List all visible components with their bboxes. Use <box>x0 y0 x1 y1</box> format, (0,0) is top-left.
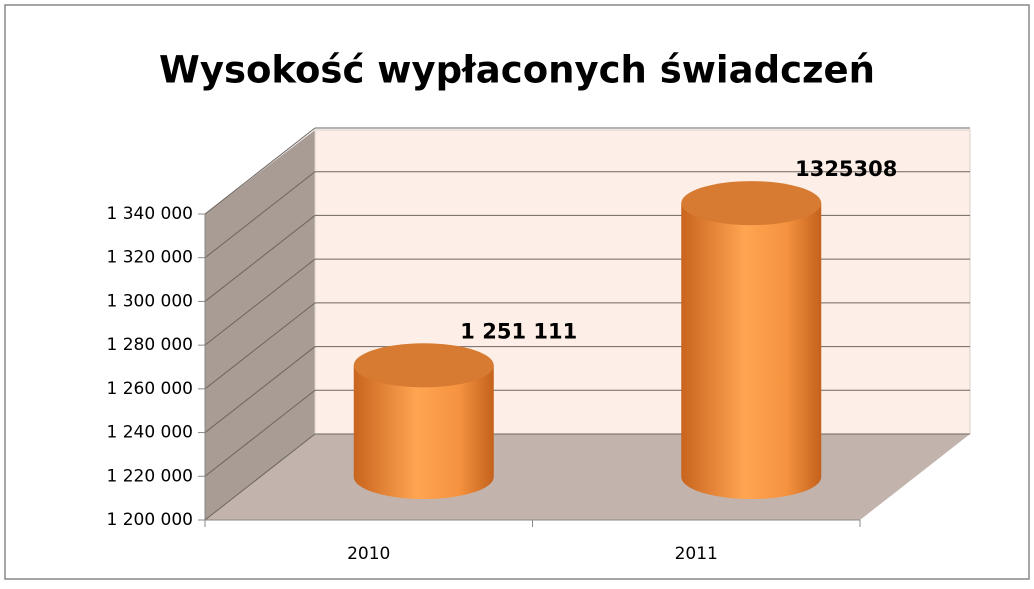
grid-line <box>204 346 316 433</box>
grid-line <box>204 389 316 477</box>
y-tick-label: 1 200 000 <box>106 510 193 530</box>
data-label: 1 251 111 <box>460 319 577 343</box>
bar <box>353 343 494 499</box>
grid-line <box>204 302 316 390</box>
y-tick-label: 1 300 000 <box>106 291 193 311</box>
grid-line <box>204 127 316 215</box>
y-tick-label: 1 340 000 <box>106 204 193 224</box>
grid-line <box>204 215 316 302</box>
y-tick-label: 1 220 000 <box>106 466 193 486</box>
x-tick-label: 2011 <box>675 544 718 564</box>
chart-title: Wysokość wypłaconych świadczeń <box>159 49 875 92</box>
bar-body <box>353 365 494 499</box>
bar-top <box>681 181 822 226</box>
grid-line <box>204 433 316 521</box>
y-tick-label: 1 280 000 <box>106 335 193 355</box>
x-tick-label: 2010 <box>347 544 390 564</box>
grid-line <box>204 258 316 346</box>
bar-top <box>353 343 494 388</box>
y-tick-label: 1 320 000 <box>106 248 193 268</box>
bar-body <box>681 203 822 499</box>
y-tick-label: 1 240 000 <box>106 423 193 443</box>
bar <box>681 181 822 499</box>
floor <box>205 434 970 520</box>
side-wall <box>205 130 315 520</box>
data-label: 1325308 <box>795 157 897 181</box>
y-tick-label: 1 260 000 <box>106 379 193 399</box>
grid-line <box>204 171 316 259</box>
